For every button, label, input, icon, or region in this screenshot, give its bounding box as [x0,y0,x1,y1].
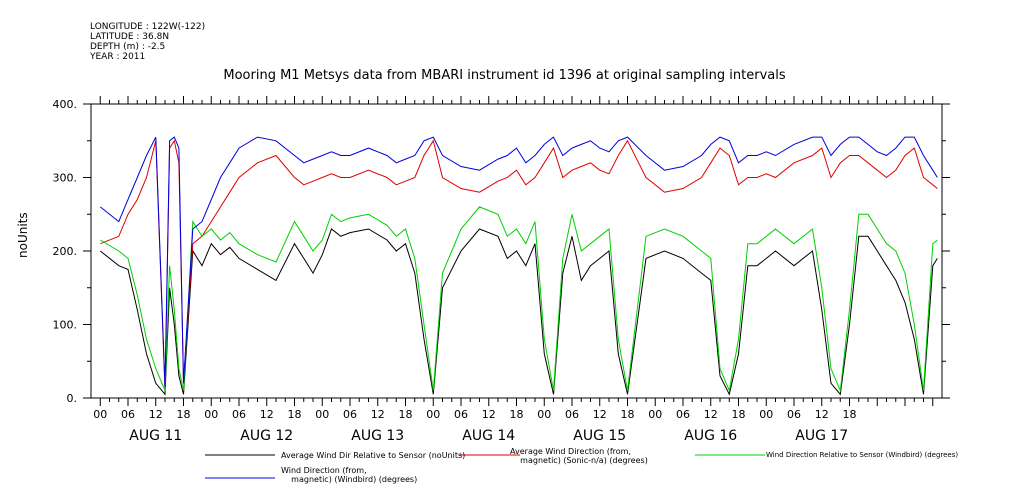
x-day-label: AUG 13 [351,428,404,444]
x-hour-label: 06 [454,408,468,421]
x-hour-label: 12 [815,408,829,421]
legend-label-black: Average Wind Dir Relative to Sensor (noU… [281,451,466,460]
x-hour-label: 00 [315,408,329,421]
x-hour-label: 00 [537,408,551,421]
x-hour-label: 00 [204,408,218,421]
x-hour-label: 06 [232,408,246,421]
series-line-2 [100,206,938,393]
legend-label-green: Wind Direction Relative to Sensor (Windb… [766,451,959,459]
year-label: YEAR : 2011 [90,52,146,62]
y-tick-label: 0. [67,392,78,405]
x-day-label: AUG 14 [462,428,515,444]
x-hour-label: 18 [732,408,746,421]
y-tick-label: 200. [53,245,78,258]
x-hour-label: 18 [843,408,857,421]
depth-label: DEPTH (m) : -2.5 [90,42,166,52]
legend-label-red: Average Wind Direction (from, magnetic) … [510,447,648,465]
x-hour-label: 12 [149,408,163,421]
x-hour-label: 06 [343,408,357,421]
chart-title: Mooring M1 Metsys data from MBARI instru… [223,68,786,83]
x-day-label: AUG 17 [795,428,848,444]
x-day-label: AUG 12 [240,428,293,444]
y-tick-label: 400. [53,98,78,111]
x-day-label: AUG 11 [129,428,182,444]
x-hour-label: 06 [787,408,801,421]
x-hour-label: 18 [510,408,524,421]
x-hour-label: 06 [565,408,579,421]
x-day-label: AUG 16 [684,428,737,444]
x-hour-label: 06 [676,408,690,421]
latitude-label: LATITUDE : 36.8N [90,32,170,42]
longitude-label: LONGITUDE : 122W(-122) [90,22,206,32]
y-tick-label: 100. [53,319,78,332]
legend-label-blue: Wind Direction (from, magnetic) (Windbir… [281,466,418,484]
x-hour-label: 06 [121,408,135,421]
x-hour-label: 12 [260,408,274,421]
x-hour-label: 18 [399,408,413,421]
x-hour-label: 18 [621,408,635,421]
x-hour-label: 18 [288,408,302,421]
x-hour-label: 12 [593,408,607,421]
y-tick-label: 300. [53,172,78,185]
x-hour-label: 00 [93,408,107,421]
series-line-1 [100,139,938,391]
x-hour-label: 12 [704,408,718,421]
x-hour-label: 12 [482,408,496,421]
x-hour-label: 12 [371,408,385,421]
x-hour-label: 18 [177,408,191,421]
x-day-label: AUG 15 [573,428,626,444]
x-hour-label: 00 [648,408,662,421]
series-line-3 [99,136,938,388]
x-hour-label: 00 [759,408,773,421]
x-hour-label: 00 [426,408,440,421]
series-line-0 [99,228,938,396]
